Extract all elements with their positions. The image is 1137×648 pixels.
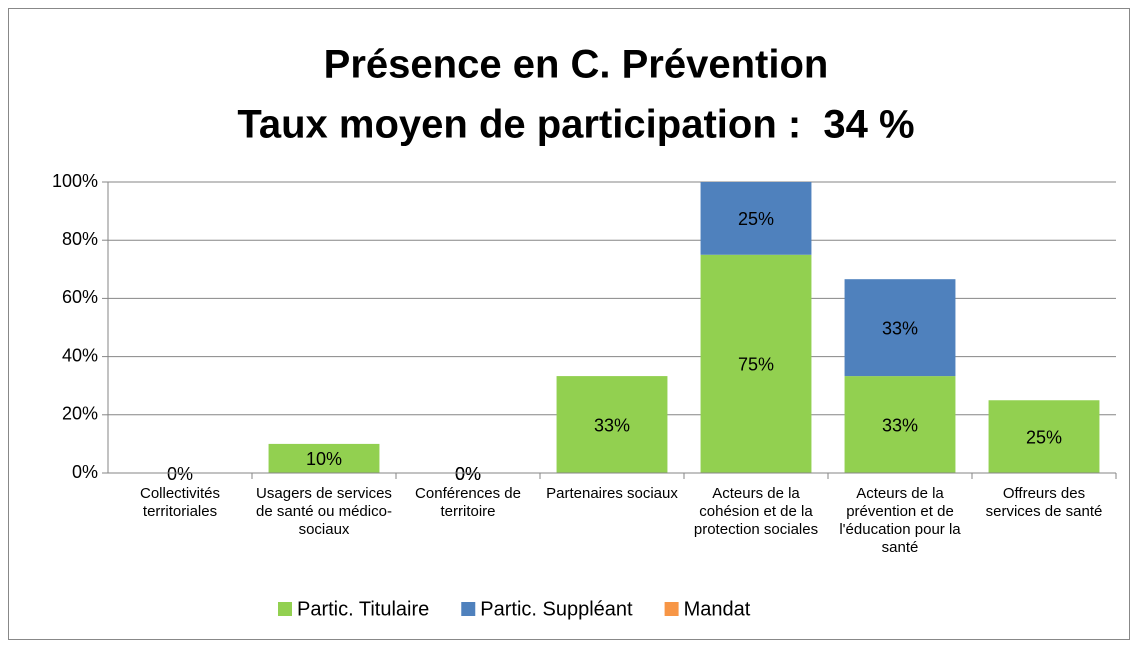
y-tick-label: 0% (72, 462, 98, 482)
y-tick-label: 100% (52, 171, 98, 191)
bar-segment (700, 254, 812, 473)
bar-segment (268, 443, 380, 473)
legend-label: Mandat (684, 598, 751, 620)
y-tick-label: 60% (62, 287, 98, 307)
x-tick-label: Acteurs de la cohésion et de la protecti… (693, 485, 819, 538)
y-tick-label: 80% (62, 229, 98, 249)
legend-swatch (664, 602, 679, 616)
x-tick-label: Acteurs de la prévention et de l'éducati… (839, 485, 961, 556)
legend-swatch (278, 602, 292, 616)
data-label: 0% (455, 464, 481, 484)
bar-segment (556, 376, 668, 473)
data-label: 33% (882, 415, 918, 435)
y-tick-label: 40% (62, 345, 98, 365)
x-tick-label: Usagers de services de santé ou médico-s… (256, 485, 392, 538)
bar-segment (844, 376, 956, 473)
bar-segment (844, 279, 956, 377)
data-label: 25% (738, 209, 774, 229)
x-tick-label: Collectivités territoriales (139, 485, 221, 520)
data-label: 25% (1026, 427, 1062, 447)
data-label: 33% (882, 318, 918, 338)
data-label: 10% (306, 449, 342, 469)
data-label: 0% (167, 464, 193, 484)
bar-segment (700, 182, 812, 255)
y-tick-label: 20% (62, 404, 98, 424)
bar-segment (988, 400, 1100, 473)
x-tick-label: Partenaires sociaux (546, 485, 678, 502)
chart-subtitle: Taux moyen de participation : 34 % (237, 103, 914, 147)
x-tick-label: Conférences de territoire (415, 485, 521, 520)
legend-swatch (461, 602, 476, 616)
data-label: 75% (738, 355, 774, 375)
chart-title: Présence en C. Prévention (324, 43, 829, 87)
legend-label: Partic. Titulaire (297, 598, 429, 620)
x-tick-label: Offreurs des services de santé (985, 485, 1103, 520)
data-label: 0% (455, 464, 481, 484)
legend-label: Partic. Suppléant (480, 598, 633, 620)
data-label: 33% (594, 415, 630, 435)
